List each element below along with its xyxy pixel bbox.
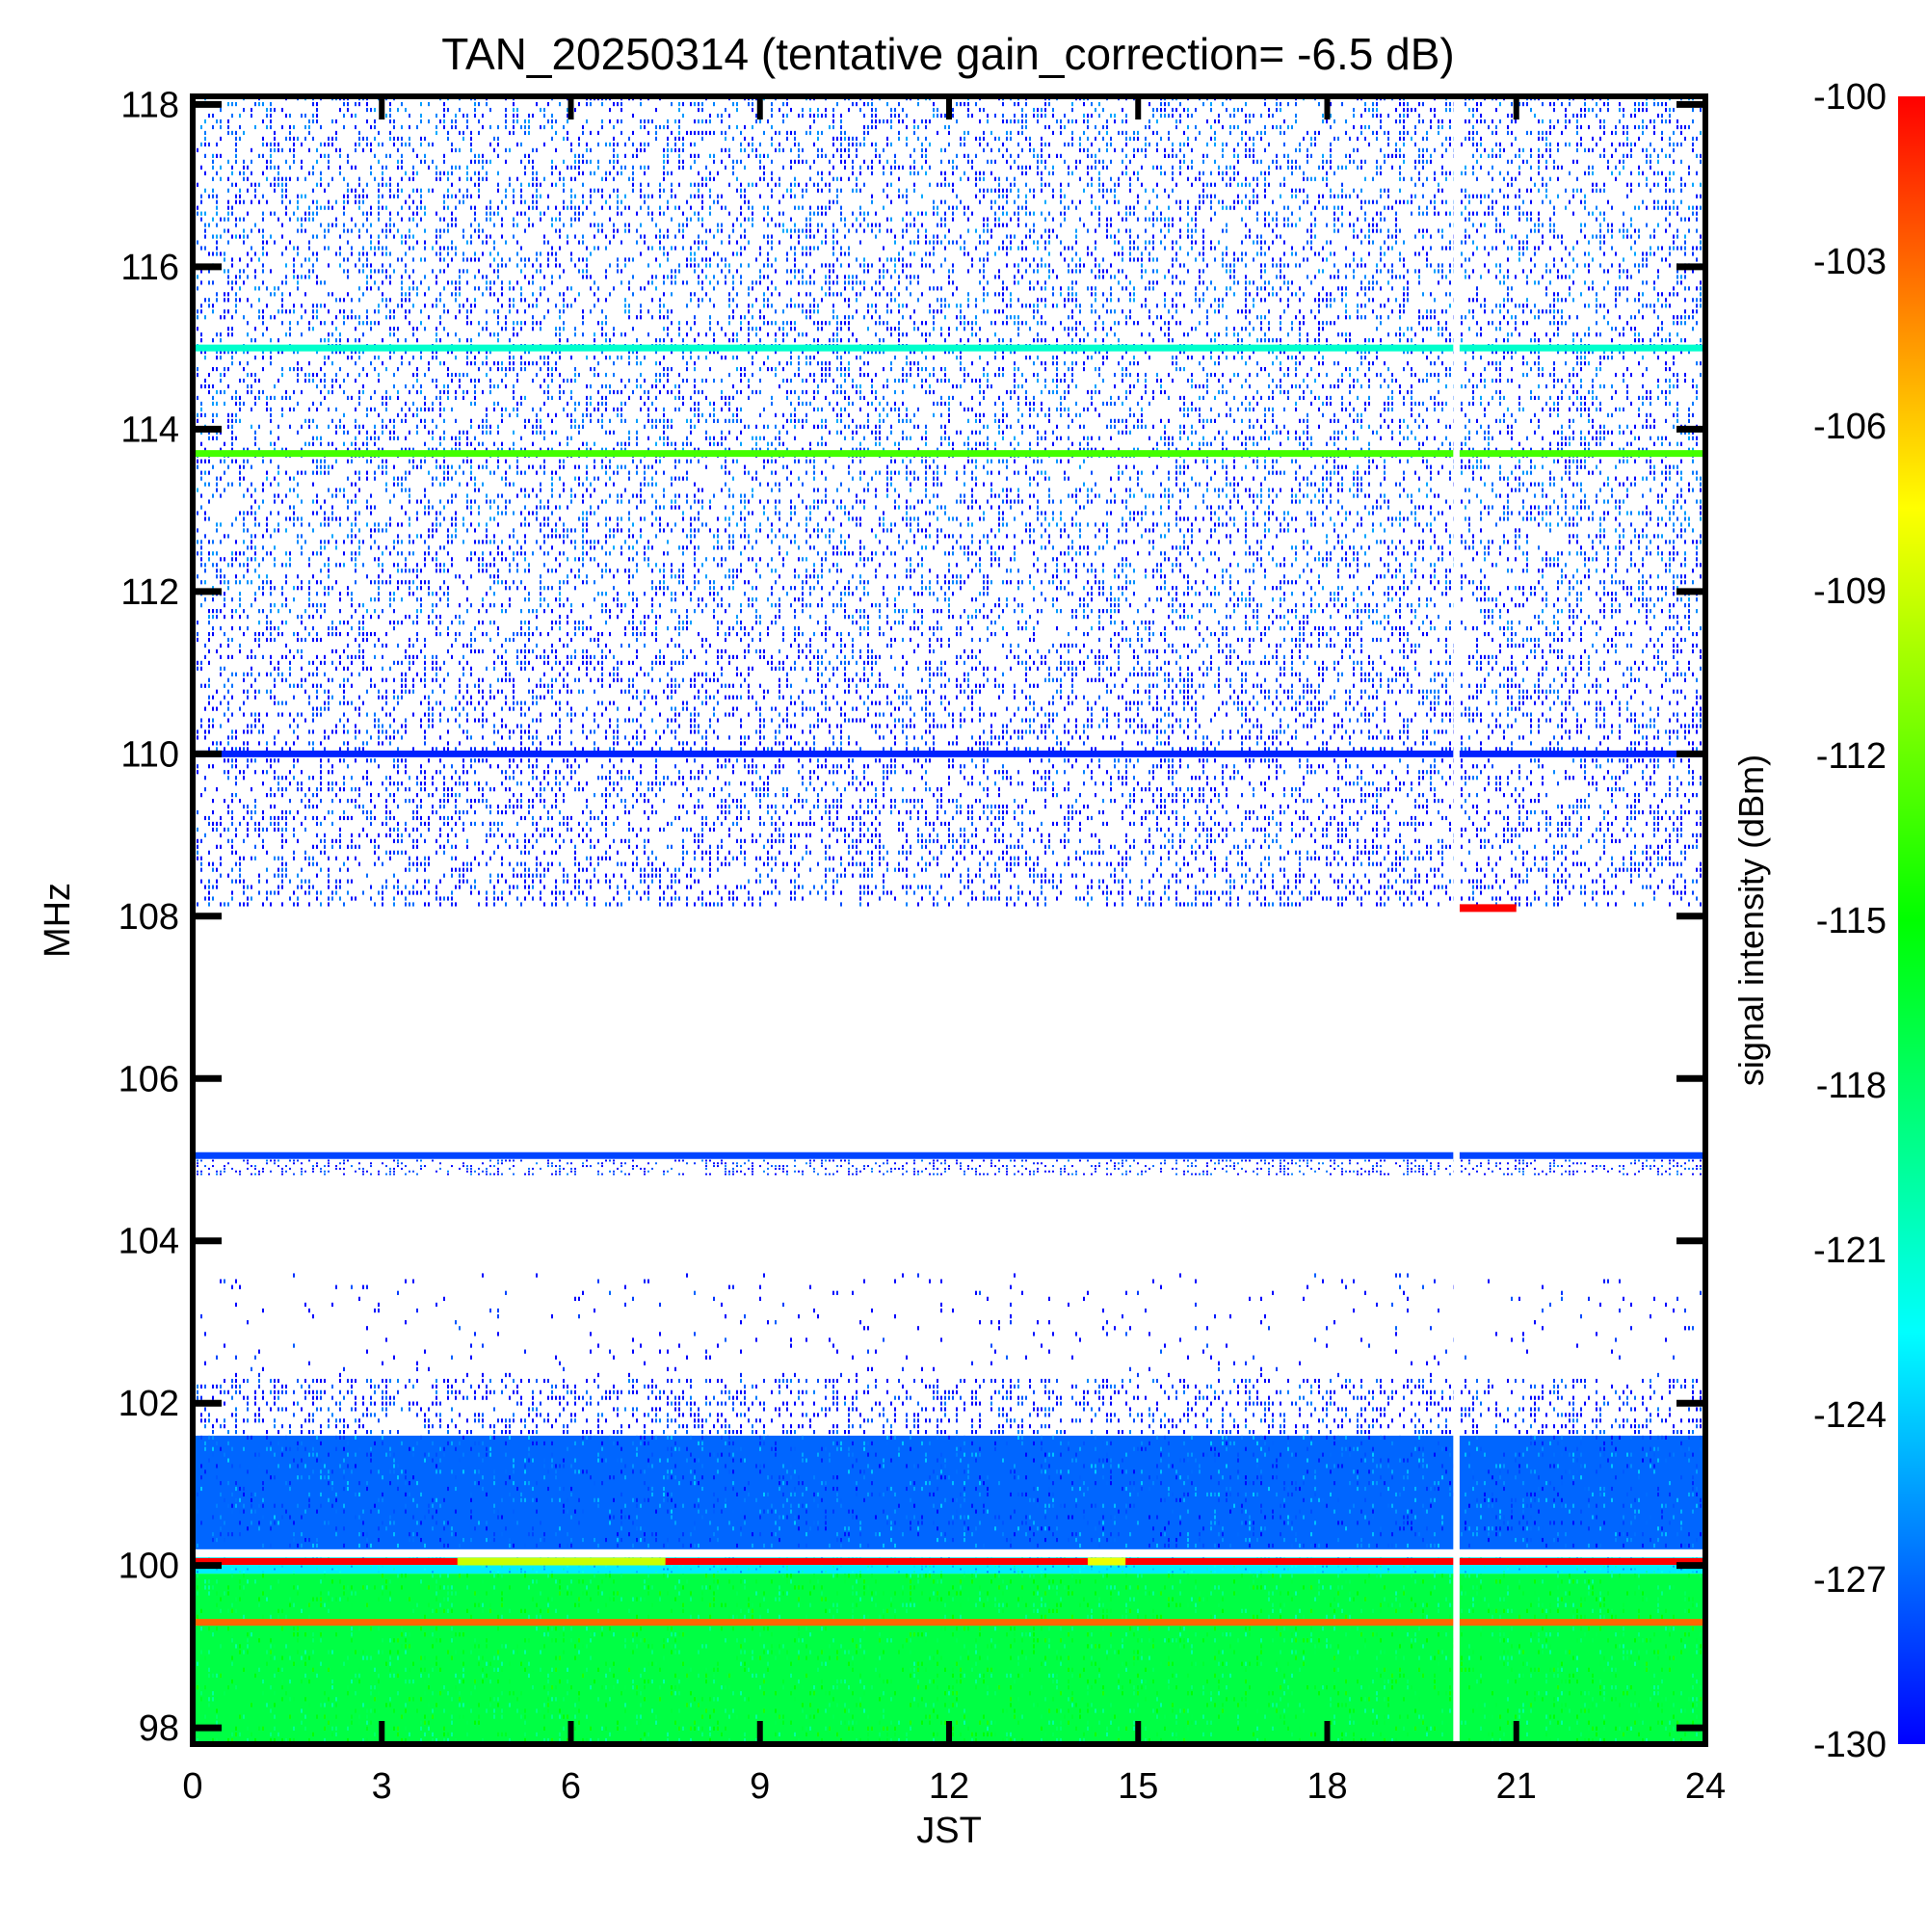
chart-title: TAN_20250314 (tentative gain_correction=… <box>441 29 1454 79</box>
y-tick-label: 112 <box>120 572 179 613</box>
colorbar-ticks: -100 -103 -106 -109 -112 -115 -118 -121 -124 -127… <box>1813 77 1887 1765</box>
y-tick-label: 102 <box>119 1384 179 1424</box>
x-tick-label: 21 <box>1496 1766 1537 1807</box>
colorbar-gradient <box>1898 96 1925 1744</box>
y-tick-label: 106 <box>119 1059 179 1099</box>
y-tick-label: 104 <box>119 1222 179 1262</box>
x-tick-label: 15 <box>1118 1766 1158 1807</box>
colorbar-tick-label: -112 <box>1816 736 1887 777</box>
y-tick-label: 114 <box>120 410 179 450</box>
colorbar: -100 -103 -106 -109 -112 -115 -118 -121 -124 -127… <box>1813 77 1925 1765</box>
plot-area <box>193 96 1705 1744</box>
y-tick-label: 108 <box>119 897 179 938</box>
x-axis-label: JST <box>916 1811 982 1851</box>
x-tick-label: 6 <box>561 1766 581 1807</box>
colorbar-tick-label: -109 <box>1813 571 1887 612</box>
x-tick-label: 12 <box>929 1766 969 1807</box>
colorbar-tick-label: -124 <box>1813 1395 1887 1436</box>
colorbar-tick-label: -106 <box>1813 407 1887 447</box>
y-tick-label: 110 <box>120 734 179 775</box>
y-tick-label: 116 <box>120 248 179 288</box>
x-tick-label: 0 <box>182 1766 202 1807</box>
y-tick-label: 118 <box>120 85 179 125</box>
y-axis-label: MHz <box>38 883 78 958</box>
colorbar-tick-label: -121 <box>1813 1231 1887 1271</box>
colorbar-tick-label: -103 <box>1813 242 1887 282</box>
y-tick-label: 100 <box>119 1547 179 1587</box>
colorbar-tick-label: -127 <box>1813 1560 1887 1601</box>
spectrogram-svg: TAN_20250314 (tentative gain_correction=… <box>0 0 1927 1927</box>
y-tick-label: 98 <box>139 1708 179 1749</box>
band-fill <box>193 1574 1705 1744</box>
colorbar-tick-label: -130 <box>1813 1725 1887 1765</box>
x-tick-label: 9 <box>750 1766 770 1807</box>
x-tick-label: 18 <box>1307 1766 1347 1807</box>
x-tick-label: 24 <box>1685 1766 1726 1807</box>
data-gap <box>1453 96 1460 1744</box>
colorbar-label: signal intensity (dBm) <box>1731 754 1771 1086</box>
spectrogram-chart: TAN_20250314 (tentative gain_correction=… <box>0 0 1927 1927</box>
band-fill <box>193 1436 1705 1549</box>
colorbar-tick-label: -100 <box>1813 77 1887 118</box>
heatmap-band-0 <box>193 1574 1705 1744</box>
heatmap-band-2 <box>193 1436 1705 1549</box>
x-tick-label: 3 <box>372 1766 392 1807</box>
colorbar-tick-label: -115 <box>1816 901 1887 941</box>
colorbar-tick-label: -118 <box>1816 1066 1887 1106</box>
